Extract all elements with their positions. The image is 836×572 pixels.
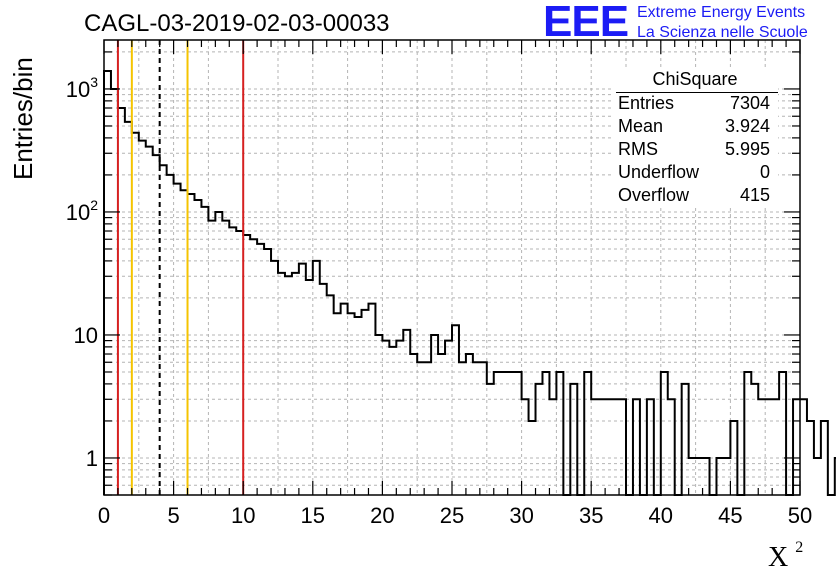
x-tick-label: 25	[440, 503, 464, 528]
x-tick-label: 20	[370, 503, 394, 528]
eee-logo: EEE	[543, 0, 629, 46]
stat-value: 7304	[729, 93, 770, 113]
y-tick-labels: 1 10 102 103	[66, 74, 98, 471]
stat-value: 415	[739, 185, 770, 205]
stats-title: ChiSquare	[652, 69, 738, 89]
y-tick-label: 102	[66, 197, 98, 225]
x-tick-label: 50	[788, 503, 812, 528]
x-axis-label-exp: 2	[795, 539, 803, 556]
histogram-series	[103, 69, 836, 496]
x-tick-labels: 0 5 10 15 20 25 30 35 40 45 50	[98, 503, 812, 528]
x-tick-label: 15	[301, 503, 325, 528]
stat-value: 0	[759, 162, 770, 182]
x-tick-label: 30	[509, 503, 533, 528]
stat-label: RMS	[618, 139, 658, 159]
stat-label: Overflow	[618, 185, 690, 205]
x-tick-label: 35	[579, 503, 603, 528]
axis-ticks	[103, 40, 801, 496]
y-axis-label: Entries/bin	[8, 57, 38, 180]
logo-line-1: Extreme Energy Events	[637, 4, 806, 21]
x-tick-label: 40	[649, 503, 673, 528]
stat-label: Underflow	[618, 162, 700, 182]
y-tick-label: 1	[86, 446, 98, 471]
stats-box: ChiSquare Entries 7304 Mean 3.924 RMS 5.…	[612, 68, 778, 208]
y-tick-label: 10	[74, 323, 98, 348]
chart-title: CAGL-03-2019-02-03-00033	[84, 10, 390, 37]
x-tick-label: 5	[167, 503, 179, 528]
stat-value: 3.924	[724, 116, 770, 136]
stat-label: Mean	[618, 116, 664, 136]
x-tick-label: 0	[98, 503, 110, 528]
stat-value: 5.995	[724, 139, 770, 159]
logo-caption: Extreme Energy Events La Scienza nelle S…	[637, 3, 808, 43]
stat-label: Entries	[618, 93, 675, 113]
histogram-step-line	[103, 69, 836, 496]
x-tick-label: 45	[718, 503, 742, 528]
x-tick-label: 10	[231, 503, 255, 528]
stats-separator	[616, 92, 778, 93]
y-tick-label: 103	[66, 74, 98, 102]
marker-lines	[116, 40, 245, 495]
logo-line-2: La Scienza nelle Scuole	[637, 24, 808, 41]
x-axis-label: X 2	[768, 539, 803, 572]
x-axis-label-base: X	[768, 542, 788, 572]
